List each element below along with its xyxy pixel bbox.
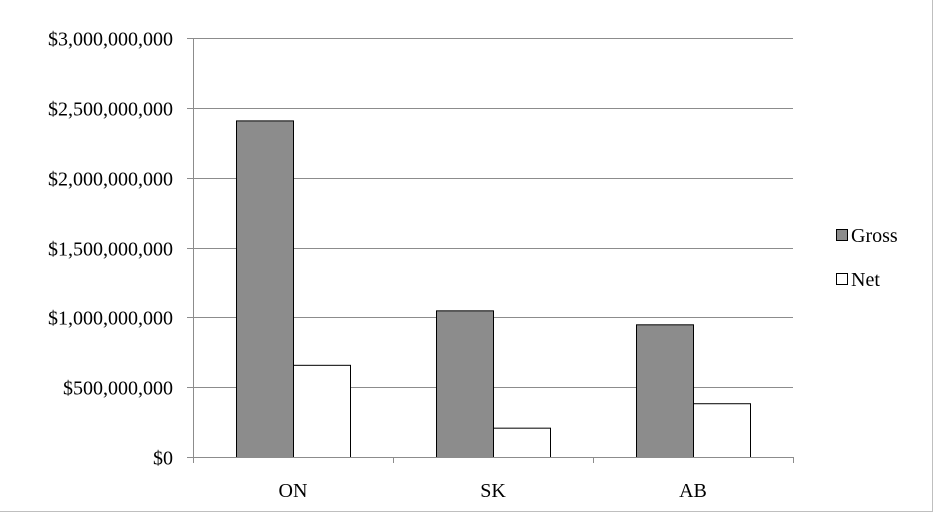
x-tick-label: AB (679, 480, 707, 502)
bar-net-ab (693, 403, 751, 458)
legend: Gross Net (836, 225, 898, 291)
legend-label-gross: Gross (851, 225, 898, 247)
x-tick-label: SK (480, 480, 506, 502)
y-tick-label: $1,000,000,000 (48, 308, 173, 330)
x-axis-tick-labels: ON SK AB (279, 480, 707, 502)
axes (193, 38, 794, 463)
y-tick-label: $2,500,000,000 (48, 99, 173, 121)
y-tick-label: $3,000,000,000 (48, 29, 173, 51)
y-tick-label: $500,000,000 (63, 378, 173, 400)
y-tick-label: $1,500,000,000 (48, 239, 173, 261)
x-tick-label: ON (279, 480, 308, 502)
bars (236, 120, 751, 459)
bar-net-sk (493, 427, 551, 459)
y-axis-tick-labels: $0 $500,000,000 $1,000,000,000 $1,500,000,0… (48, 29, 173, 470)
bar-gross-ab (636, 324, 694, 459)
y-tick-label: $0 (153, 448, 173, 470)
bar-net-on (293, 364, 351, 459)
bar-gross-on (236, 120, 294, 459)
legend-swatch-gross (836, 229, 848, 241)
legend-label-net: Net (851, 269, 880, 291)
y-tick-label: $2,000,000,000 (48, 169, 173, 191)
legend-swatch-net (836, 273, 848, 285)
bar-gross-sk (436, 310, 494, 458)
